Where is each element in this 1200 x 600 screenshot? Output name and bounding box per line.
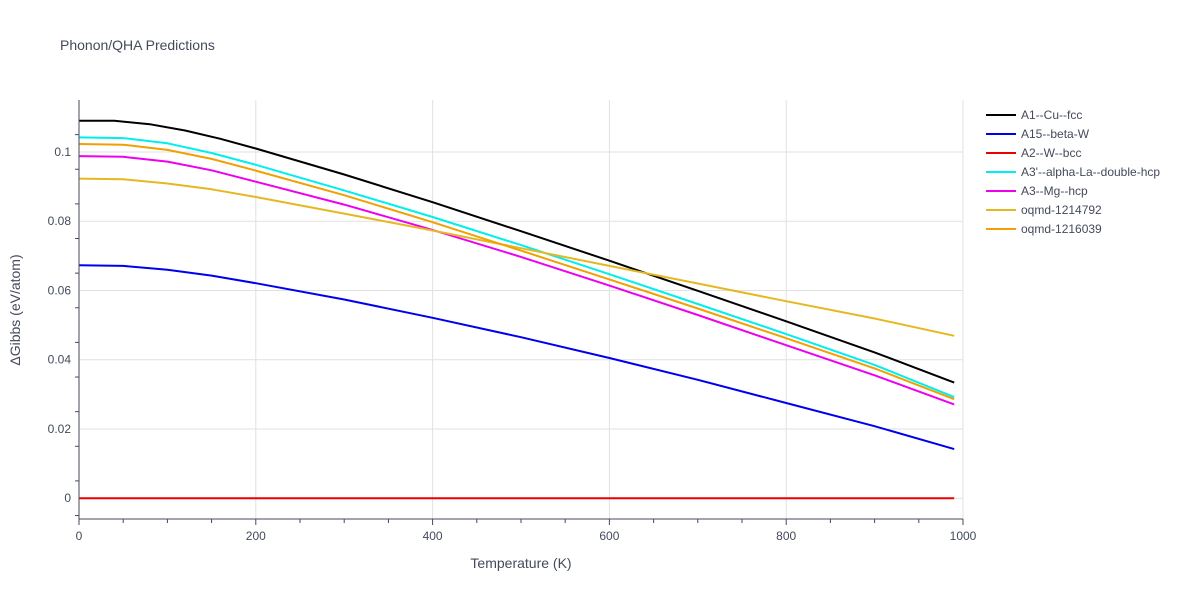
series-line [79, 119, 955, 384]
legend-label: A15--beta-W [1021, 127, 1090, 141]
chart-title: Phonon/QHA Predictions [60, 37, 215, 53]
legend-item[interactable]: oqmd-1216039 [986, 222, 1102, 236]
series-line [78, 155, 955, 406]
legend-item[interactable]: oqmd-1214792 [986, 203, 1102, 217]
y-tick-label: 0 [64, 491, 71, 505]
legend-item[interactable]: A3'--alpha-La--double-hcp [986, 165, 1160, 179]
legend-item[interactable]: A1--Cu--fcc [986, 108, 1082, 122]
legend-label: A3--Mg--hcp [1021, 184, 1088, 198]
x-tick-label: 400 [423, 529, 443, 543]
legend[interactable]: A1--Cu--fcc A15--beta-W A2--W--bcc A3'--alp… [986, 108, 1160, 236]
x-axis-label: Temperature (K) [470, 555, 571, 571]
legend-label: A2--W--bcc [1021, 146, 1081, 160]
x-tick-label: 200 [246, 529, 266, 543]
series-line [78, 177, 955, 337]
legend-item[interactable]: A2--W--bcc [986, 146, 1081, 160]
legend-label: A3'--alpha-La--double-hcp [1021, 165, 1160, 179]
y-axis-label: ΔGibbs (eV/atom) [7, 254, 23, 365]
tick-labels: 0 200 400 600 800 1000 0 0.02 0.04 0.06 0.08 0.1 [48, 134, 977, 543]
series-line [78, 136, 955, 399]
legend-item[interactable]: A15--beta-W [986, 127, 1090, 141]
legend-label: oqmd-1214792 [1021, 203, 1102, 217]
series-line [78, 143, 955, 401]
legend-label: oqmd-1216039 [1021, 222, 1102, 236]
x-tick-label: 1000 [950, 529, 977, 543]
x-tick-label: 0 [76, 529, 83, 543]
y-tick-label: 0.02 [48, 422, 72, 436]
x-tick-label: 600 [599, 529, 619, 543]
y-tick-label: 0.08 [48, 214, 72, 228]
x-tick-label: 800 [776, 529, 796, 543]
y-tick-label: 0.04 [48, 353, 72, 367]
legend-label: A1--Cu--fcc [1021, 108, 1082, 122]
series-line [78, 264, 955, 451]
plot-area [78, 119, 955, 500]
y-tick-label: 0.06 [48, 283, 72, 297]
y-tick-label: 0.1 [54, 145, 71, 159]
legend-item[interactable]: A3--Mg--hcp [986, 184, 1088, 198]
